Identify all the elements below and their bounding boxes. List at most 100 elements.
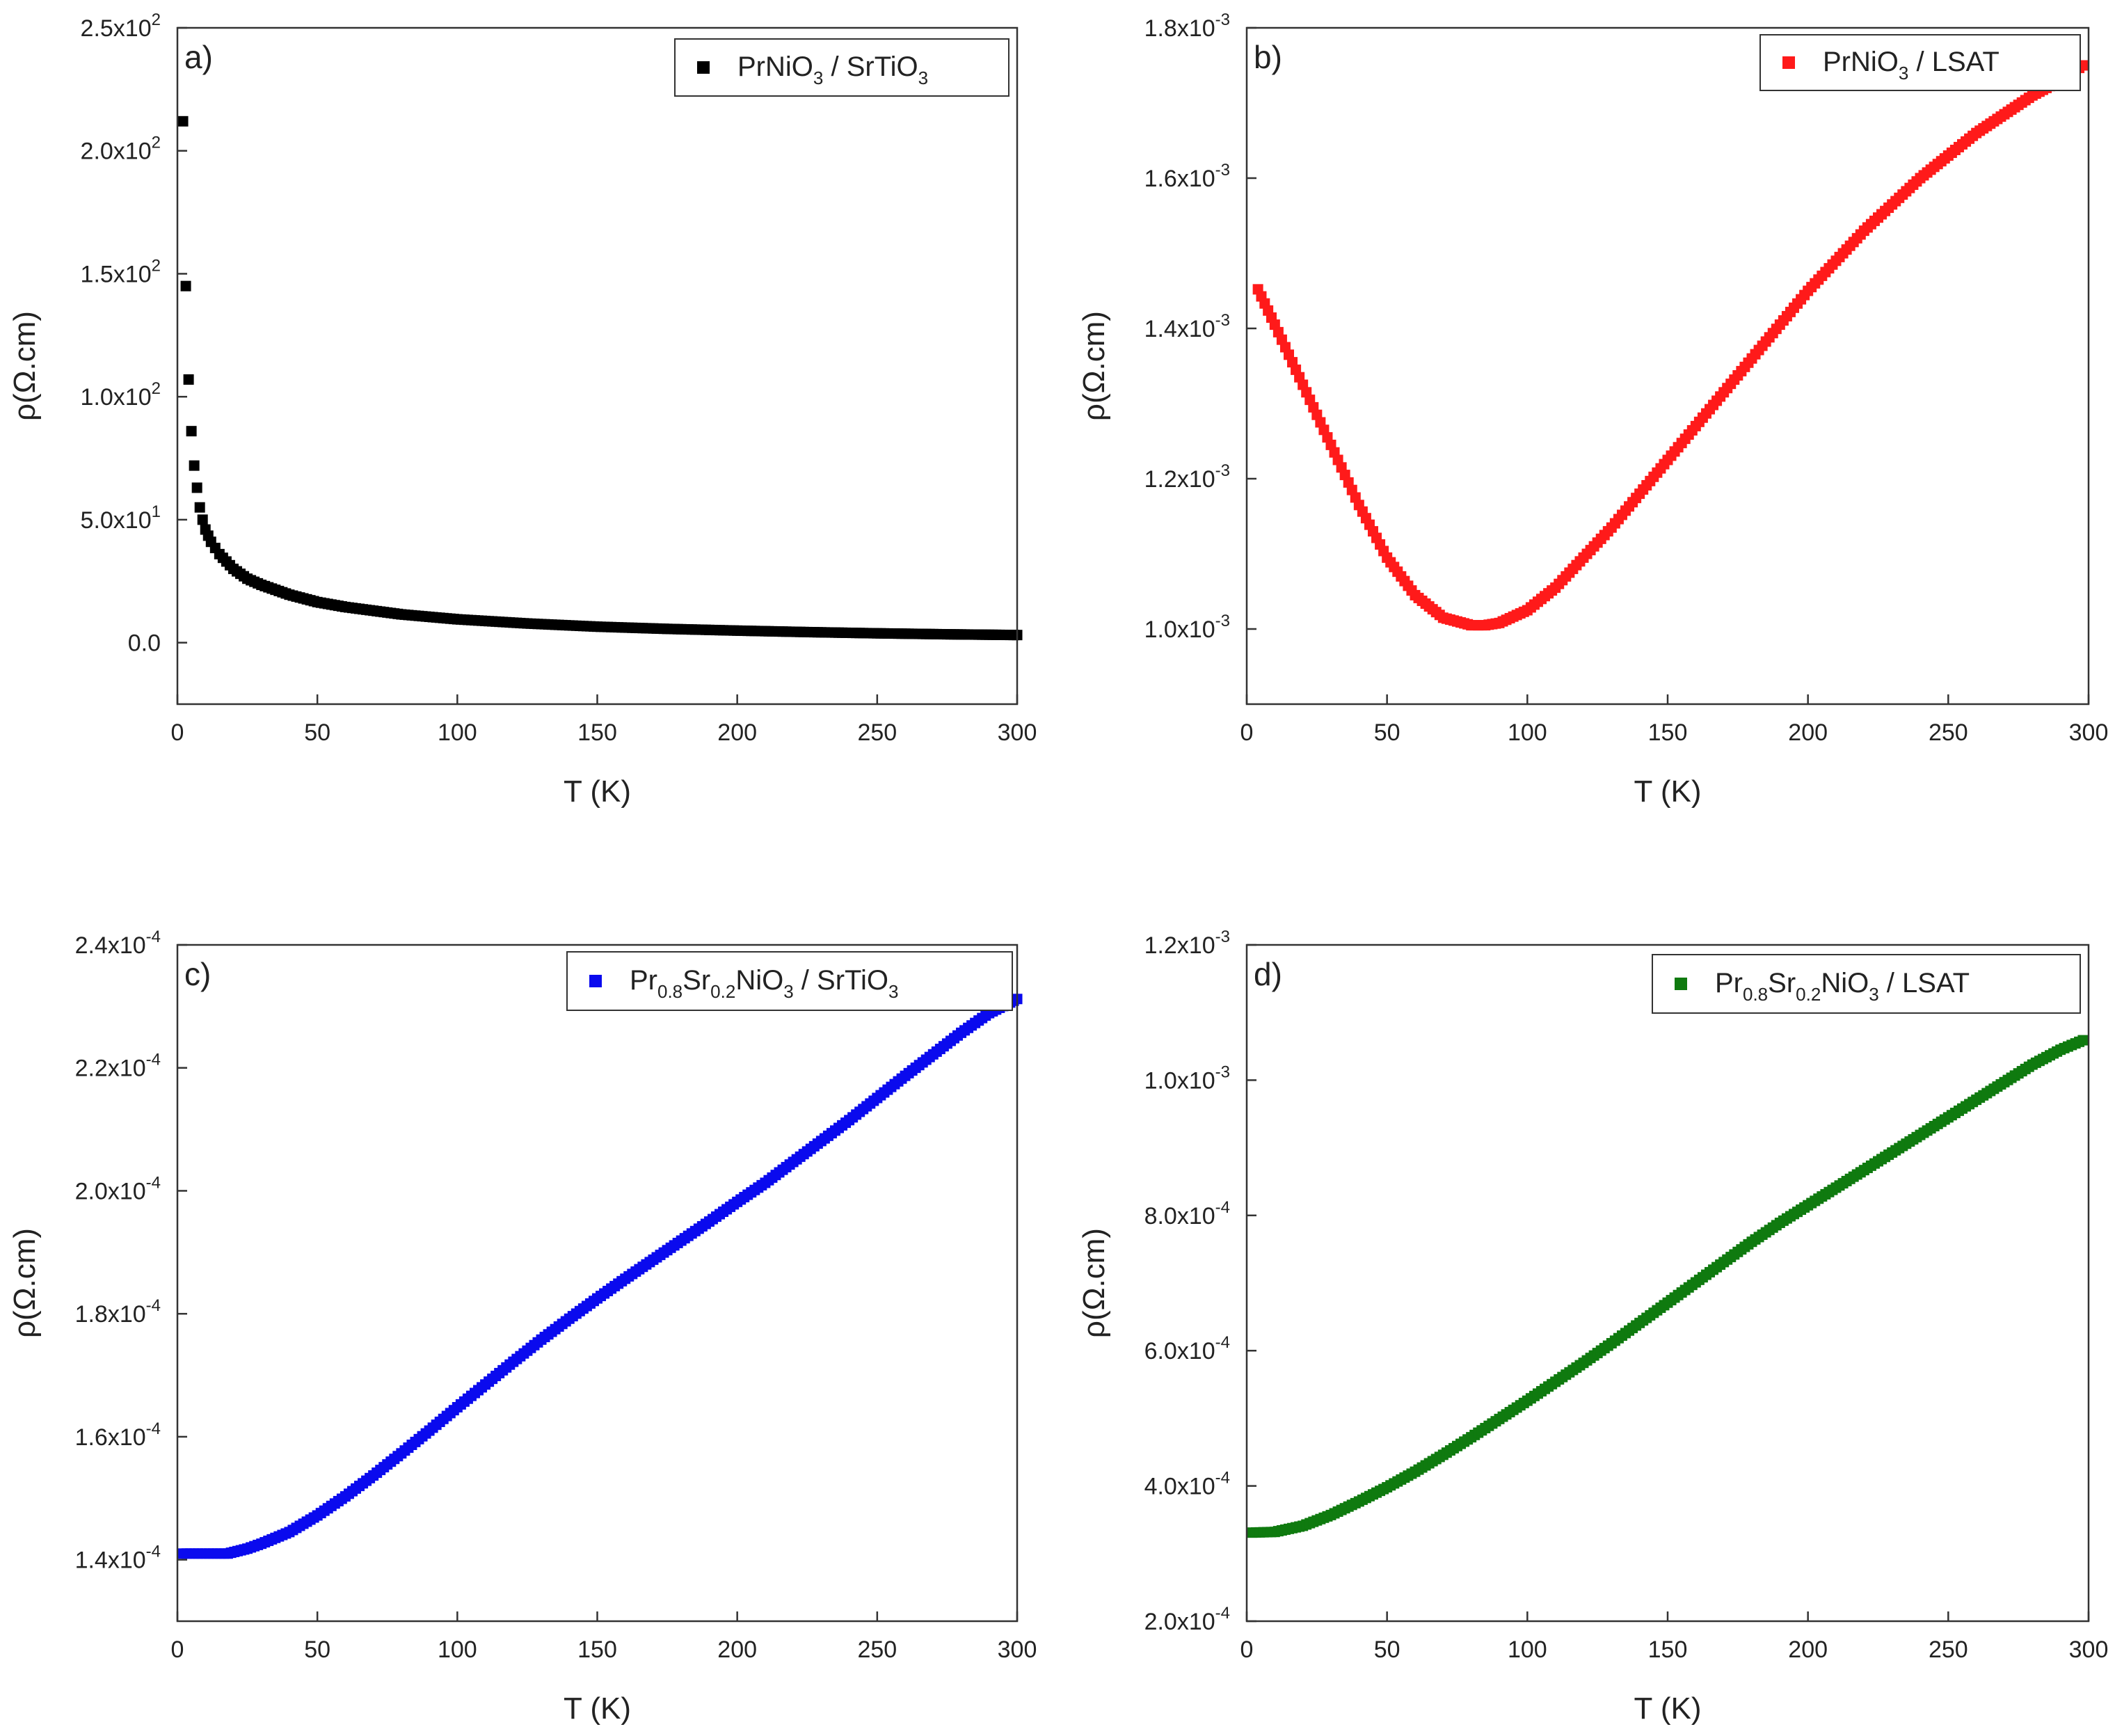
x-tick-label: 200 — [717, 1637, 757, 1663]
y-tick-exponent: 2 — [152, 379, 161, 398]
x-tick-label: 300 — [998, 1637, 1037, 1663]
x-tick-label: 200 — [1788, 1637, 1828, 1663]
legend-subscript: 0.2 — [710, 981, 735, 1002]
legend-subscript: 3 — [813, 67, 823, 88]
x-tick-label: 250 — [1929, 719, 1968, 746]
y-tick-exponent: 1 — [152, 502, 161, 521]
x-axis-label: T (K) — [564, 774, 631, 809]
x-tick-label: 200 — [717, 719, 757, 746]
x-tick-label: 100 — [1508, 719, 1547, 746]
legend: Pr0.8Sr0.2NiO3 / LSAT — [1652, 954, 2081, 1014]
y-tick-mantissa: 1.2x10 — [1144, 932, 1215, 959]
x-tick-label: 100 — [438, 719, 477, 746]
y-tick-label: 1.5x102 — [81, 256, 161, 287]
x-tick-label: 150 — [1648, 1637, 1688, 1663]
y-tick-exponent: 2 — [152, 256, 161, 275]
y-tick-mantissa: 2.0x10 — [75, 1178, 146, 1204]
legend-subscript: 0.8 — [657, 981, 683, 1002]
data-point — [191, 482, 202, 493]
y-tick-mantissa: 2.5x10 — [81, 15, 152, 42]
y-tick-exponent: -4 — [146, 1419, 161, 1438]
legend-text-part: PrNiO — [737, 51, 813, 82]
y-tick-mantissa: 8.0x10 — [1144, 1203, 1215, 1229]
y-tick-mantissa: 4.0x10 — [1144, 1474, 1215, 1500]
legend-label: Pr0.8Sr0.2NiO3 / LSAT — [1715, 968, 1970, 1005]
x-tick-label: 0 — [1240, 1637, 1254, 1663]
y-tick-mantissa: 1.4x10 — [1144, 316, 1215, 342]
y-tick-exponent: -3 — [1215, 612, 1230, 630]
panel-label: b) — [1254, 39, 1282, 75]
y-tick-exponent: -4 — [1215, 1333, 1230, 1352]
legend-subscript: 0.8 — [1743, 984, 1768, 1005]
legend: PrNiO3 / LSAT — [1759, 34, 2081, 91]
y-tick-mantissa: 2.0x10 — [81, 138, 152, 165]
y-tick-label: 2.0x10-4 — [1144, 1604, 1230, 1635]
y-tick-label: 5.0x101 — [81, 502, 161, 534]
y-tick-exponent: -3 — [1215, 1062, 1230, 1081]
y-tick-label: 1.4x10-3 — [1144, 311, 1230, 342]
y-tick-exponent: -4 — [146, 927, 161, 946]
legend-text-part: / SrTiO — [794, 965, 888, 996]
y-tick-label: 4.0x10-4 — [1144, 1469, 1230, 1500]
x-tick-label: 150 — [577, 1637, 617, 1663]
legend-text-part: PrNiO — [1823, 47, 1899, 77]
x-axis-label: T (K) — [564, 1691, 631, 1726]
y-tick-label: 1.6x10-3 — [1144, 161, 1230, 192]
y-tick-mantissa: 1.5x10 — [81, 261, 152, 287]
x-tick-label: 250 — [857, 1637, 897, 1663]
data-point — [186, 426, 197, 437]
x-tick-label: 0 — [1240, 719, 1254, 746]
legend-text-part: Pr — [1715, 968, 1743, 998]
y-tick-mantissa: 1.2x10 — [1144, 466, 1215, 493]
legend-label: PrNiO3 / LSAT — [1823, 47, 2000, 83]
y-tick-mantissa: 2.0x10 — [1144, 1609, 1215, 1635]
x-tick-label: 150 — [1648, 719, 1688, 746]
legend: PrNiO3 / SrTiO3 — [674, 38, 1009, 97]
legend-text-part: Sr — [1768, 968, 1796, 998]
x-tick-label: 300 — [2069, 719, 2109, 746]
legend-marker — [589, 975, 602, 987]
legend: Pr0.8Sr0.2NiO3 / SrTiO3 — [566, 951, 1013, 1011]
legend-text-part: NiO — [1821, 968, 1869, 998]
y-tick-mantissa: 2.4x10 — [75, 932, 146, 959]
panel-label: a) — [184, 39, 213, 75]
y-tick-exponent: -4 — [1215, 1469, 1230, 1488]
x-axis-label: T (K) — [1634, 774, 1702, 809]
y-tick-exponent: 2 — [152, 134, 161, 152]
y-tick-label: 2.4x10-4 — [75, 927, 161, 959]
legend-subscript: 3 — [1869, 984, 1878, 1005]
x-tick-label: 50 — [304, 719, 330, 746]
legend-text-part: / LSAT — [1908, 47, 1999, 77]
legend-subscript: 0.2 — [1796, 984, 1821, 1005]
y-tick-label: 2.0x102 — [81, 134, 161, 165]
legend-box — [566, 951, 1013, 1011]
legend-text-part: / LSAT — [1879, 968, 1970, 998]
data-point — [177, 116, 189, 127]
legend-subscript: 3 — [888, 981, 898, 1002]
x-tick-label: 250 — [857, 719, 897, 746]
y-tick-exponent: -3 — [1215, 311, 1230, 330]
y-tick-exponent: -4 — [1215, 1604, 1230, 1623]
y-tick-exponent: -4 — [1215, 1198, 1230, 1217]
y-tick-label: 1.6x10-4 — [75, 1419, 161, 1451]
y-tick-mantissa: 6.0x10 — [1144, 1338, 1215, 1364]
y-tick-mantissa: 1.8x10 — [1144, 15, 1215, 42]
legend-subscript: 3 — [918, 67, 928, 88]
y-tick-exponent: -4 — [146, 1543, 161, 1561]
x-tick-label: 100 — [438, 1637, 477, 1663]
x-tick-label: 0 — [171, 1637, 184, 1663]
data-point — [189, 460, 200, 471]
y-tick-label: 1.8x10-4 — [75, 1296, 161, 1328]
x-tick-label: 200 — [1788, 719, 1828, 746]
y-tick-label: 2.0x10-4 — [75, 1173, 161, 1204]
y-tick-label: 2.2x10-4 — [75, 1051, 161, 1082]
y-axis-label: ρ(Ω.cm) — [1077, 311, 1111, 421]
y-tick-mantissa: 5.0x10 — [81, 507, 152, 534]
y-tick-mantissa: 1.0x10 — [1144, 616, 1215, 643]
y-tick-exponent: -4 — [146, 1173, 161, 1192]
y-tick-exponent: -3 — [1215, 927, 1230, 946]
panel-label: c) — [184, 956, 211, 992]
data-point — [2077, 1035, 2089, 1046]
legend-text-part: Pr — [630, 965, 657, 996]
